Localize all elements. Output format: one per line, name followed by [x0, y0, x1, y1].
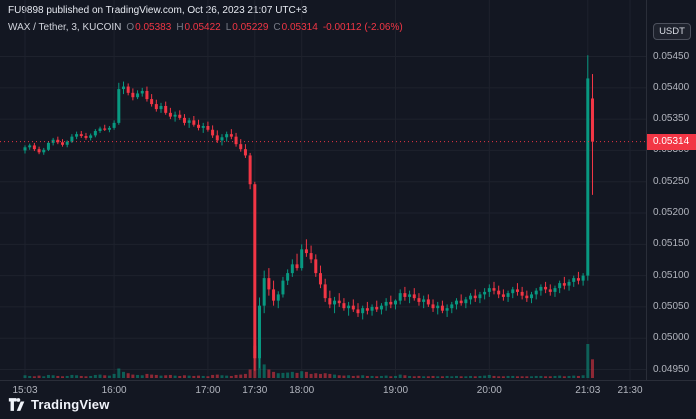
ohlc-o-label: O: [126, 22, 135, 33]
attribution-text: FU9898 published on TradingView.com, Oct…: [8, 5, 308, 16]
price-tick-label: 0.05100: [653, 269, 690, 281]
time-tick-label: 21:30: [617, 385, 643, 396]
time-tick-label: 16:00: [101, 385, 127, 396]
price-tick-label: 0.05250: [653, 175, 690, 187]
ohlc-l-value: 0.05229: [232, 22, 269, 33]
candlestick-chart[interactable]: [0, 0, 646, 380]
ohlc-h-value: 0.05422: [184, 22, 221, 33]
price-tick-label: 0.05300: [653, 144, 690, 156]
tradingview-branding[interactable]: TradingView: [8, 397, 110, 412]
price-axis[interactable]: 0.05450 0.05400 0.05350 0.05300 0.05250 0.052…: [646, 0, 696, 380]
time-tick-label: 17:30: [242, 385, 268, 396]
time-tick-label: 18:00: [289, 385, 315, 396]
ohlc-l-label: L: [225, 22, 232, 33]
time-tick-label: 15:03: [12, 385, 38, 396]
price-tick-label: 0.05350: [653, 113, 690, 125]
chart-legend: WAX / Tether, 3, KUCOIN O 0.05383 H 0.05…: [8, 22, 403, 33]
currency-unit-button[interactable]: USDT: [653, 23, 691, 40]
change-value: -0.00112 (-2.06%): [322, 22, 403, 33]
last-price-label: 0.05314: [647, 133, 696, 150]
time-axis[interactable]: 15:03 16:00 17:00 17:30 18:00 19:00 20:00 21:03…: [0, 380, 696, 400]
time-tick-label: 19:00: [382, 385, 409, 396]
price-tick-label: 0.05450: [653, 50, 690, 62]
time-tick-label: 21:03: [575, 385, 601, 396]
symbol-title[interactable]: WAX / Tether, 3, KUCOIN: [8, 22, 122, 33]
price-tick-label: 0.05000: [653, 332, 690, 344]
ohlc-c-label: C: [273, 22, 281, 33]
price-tick-label: 0.05150: [653, 238, 690, 250]
tradingview-logo-icon: [8, 398, 25, 411]
price-tick-label: 0.04950: [653, 363, 690, 375]
ohlc-h-label: H: [176, 22, 184, 33]
price-tick-label: 0.05050: [653, 300, 690, 312]
ohlc-o-value: 0.05383: [135, 22, 172, 33]
time-tick-label: 20:00: [476, 385, 502, 396]
ohlc-c-value: 0.05314: [281, 22, 318, 33]
price-tick-label: 0.05400: [653, 81, 690, 93]
tradingview-wordmark: TradingView: [31, 397, 110, 412]
time-tick-label: 17:00: [195, 385, 221, 396]
price-tick-label: 0.05200: [653, 207, 690, 219]
